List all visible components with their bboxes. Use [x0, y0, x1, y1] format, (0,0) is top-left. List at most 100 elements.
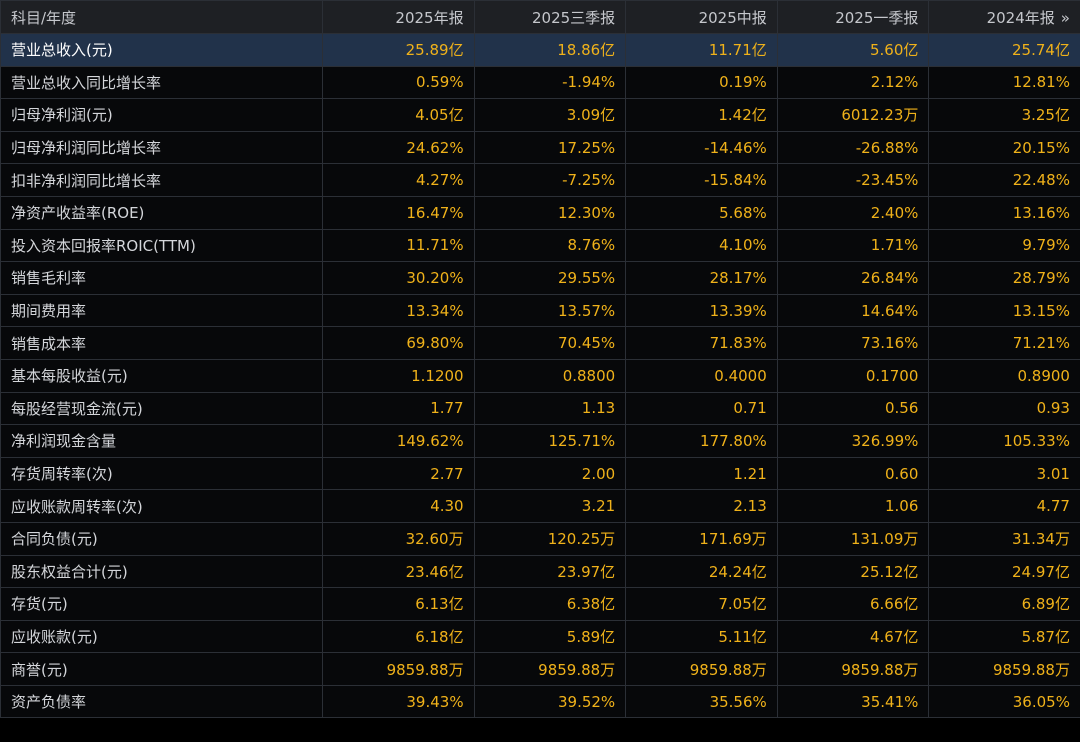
- cell-value: 1.71%: [776, 228, 930, 263]
- header-period[interactable]: 2025三季报: [473, 0, 627, 34]
- table-row[interactable]: 净资产收益率(ROE) 16.47% 12.30% 5.68% 2.40% 13.16%: [0, 195, 1080, 230]
- row-label: 应收账款(元): [0, 619, 323, 654]
- cell-value: 177.80%: [625, 424, 778, 458]
- cell-value: 71.83%: [625, 326, 778, 360]
- cell-value: 16.47%: [322, 195, 475, 230]
- cell-value: 4.05亿: [322, 98, 475, 132]
- cell-value: 6012.23万: [776, 98, 930, 132]
- table-row[interactable]: 营业总收入(元) 25.89亿 18.86亿 11.71亿 5.60亿 25.74亿: [0, 33, 1080, 67]
- cell-value: 2.12%: [776, 65, 930, 100]
- cell-value: 11.71亿: [625, 33, 778, 67]
- cell-value: 36.05%: [928, 684, 1080, 719]
- table-row[interactable]: 股东权益合计(元) 23.46亿 23.97亿 24.24亿 25.12亿 24.97亿: [0, 554, 1080, 589]
- cell-value: 22.48%: [928, 163, 1080, 197]
- table-row[interactable]: 归母净利润同比增长率 24.62% 17.25% -14.46% -26.88% 20.1…: [0, 130, 1080, 165]
- cell-value: 35.56%: [625, 684, 778, 719]
- row-label: 扣非净利润同比增长率: [0, 163, 323, 197]
- cell-value: 9859.88万: [473, 652, 627, 686]
- cell-value: 17.25%: [473, 130, 627, 165]
- cell-value: 12.30%: [473, 195, 627, 230]
- table-row[interactable]: 基本每股收益(元) 1.1200 0.8800 0.4000 0.1700 0.8900: [0, 358, 1080, 393]
- cell-value: 35.41%: [776, 684, 930, 719]
- cell-value: 39.52%: [473, 684, 627, 719]
- cell-value: 0.19%: [625, 65, 778, 100]
- cell-value: 2.40%: [776, 195, 930, 230]
- cell-value: 20.15%: [928, 130, 1080, 165]
- row-label: 营业总收入同比增长率: [0, 65, 323, 100]
- cell-value: 69.80%: [322, 326, 475, 360]
- header-period[interactable]: 2025年报: [322, 0, 475, 34]
- cell-value: 0.8800: [473, 358, 627, 393]
- table-row[interactable]: 销售成本率 69.80% 70.45% 71.83% 73.16% 71.21%: [0, 326, 1080, 360]
- row-label: 销售成本率: [0, 326, 323, 360]
- row-label: 期间费用率: [0, 293, 323, 328]
- cell-value: 6.18亿: [322, 619, 475, 654]
- cell-value: 131.09万: [776, 521, 930, 556]
- cell-value: 0.93: [928, 391, 1080, 426]
- cell-value: 1.42亿: [625, 98, 778, 132]
- table-row[interactable]: 每股经营现金流(元) 1.77 1.13 0.71 0.56 0.93: [0, 391, 1080, 426]
- cell-value: -23.45%: [776, 163, 930, 197]
- table-row[interactable]: 期间费用率 13.34% 13.57% 13.39% 14.64% 13.15%: [0, 293, 1080, 328]
- cell-value: 326.99%: [776, 424, 930, 458]
- table-row[interactable]: 销售毛利率 30.20% 29.55% 28.17% 26.84% 28.79%: [0, 261, 1080, 295]
- cell-value: 23.97亿: [473, 554, 627, 589]
- cell-value: 9859.88万: [625, 652, 778, 686]
- table-row[interactable]: 存货(元) 6.13亿 6.38亿 7.05亿 6.66亿 6.89亿: [0, 587, 1080, 621]
- cell-value: 5.87亿: [928, 619, 1080, 654]
- table-row[interactable]: 资产负债率 39.43% 39.52% 35.56% 35.41% 36.05%: [0, 684, 1080, 719]
- table-row[interactable]: 应收账款(元) 6.18亿 5.89亿 5.11亿 4.67亿 5.87亿: [0, 619, 1080, 654]
- cell-value: 1.06: [776, 489, 930, 523]
- cell-value: 6.89亿: [928, 587, 1080, 621]
- cell-value: 23.46亿: [322, 554, 475, 589]
- cell-value: 28.17%: [625, 261, 778, 295]
- cell-value: 105.33%: [928, 424, 1080, 458]
- row-label: 基本每股收益(元): [0, 358, 323, 393]
- cell-value: 0.60: [776, 456, 930, 491]
- header-period-label: 2024年报: [986, 8, 1055, 27]
- header-period[interactable]: 2025中报: [625, 0, 778, 34]
- table-row[interactable]: 投入资本回报率ROIC(TTM) 11.71% 8.76% 4.10% 1.71% 9.7…: [0, 228, 1080, 263]
- cell-value: 171.69万: [625, 521, 778, 556]
- cell-value: 8.76%: [473, 228, 627, 263]
- table-row[interactable]: 应收账款周转率(次) 4.30 3.21 2.13 1.06 4.77: [0, 489, 1080, 523]
- cell-value: 5.89亿: [473, 619, 627, 654]
- cell-value: 125.71%: [473, 424, 627, 458]
- cell-value: 13.39%: [625, 293, 778, 328]
- table-row[interactable]: 扣非净利润同比增长率 4.27% -7.25% -15.84% -23.45% 22.48…: [0, 163, 1080, 197]
- table-row[interactable]: 存货周转率(次) 2.77 2.00 1.21 0.60 3.01: [0, 456, 1080, 491]
- cell-value: 3.01: [928, 456, 1080, 491]
- cell-value: -14.46%: [625, 130, 778, 165]
- cell-value: 149.62%: [322, 424, 475, 458]
- cell-value: 24.97亿: [928, 554, 1080, 589]
- row-label: 营业总收入(元): [0, 33, 323, 67]
- cell-value: 0.71: [625, 391, 778, 426]
- cell-value: 1.77: [322, 391, 475, 426]
- cell-value: 13.34%: [322, 293, 475, 328]
- row-label: 股东权益合计(元): [0, 554, 323, 589]
- cell-value: 24.24亿: [625, 554, 778, 589]
- cell-value: 29.55%: [473, 261, 627, 295]
- row-label: 每股经营现金流(元): [0, 391, 323, 426]
- header-period-last[interactable]: 2024年报 »: [928, 0, 1080, 34]
- cell-value: -26.88%: [776, 130, 930, 165]
- cell-value: 31.34万: [928, 521, 1080, 556]
- table-row[interactable]: 归母净利润(元) 4.05亿 3.09亿 1.42亿 6012.23万 3.25亿: [0, 98, 1080, 132]
- cell-value: 0.59%: [322, 65, 475, 100]
- cell-value: 39.43%: [322, 684, 475, 719]
- cell-value: 28.79%: [928, 261, 1080, 295]
- header-period[interactable]: 2025一季报: [776, 0, 930, 34]
- table-row[interactable]: 合同负债(元) 32.60万 120.25万 171.69万 131.09万 31.34万: [0, 521, 1080, 556]
- table-row[interactable]: 净利润现金含量 149.62% 125.71% 177.80% 326.99% 105.3…: [0, 424, 1080, 458]
- table-row[interactable]: 商誉(元) 9859.88万 9859.88万 9859.88万 9859.88万 985…: [0, 652, 1080, 686]
- cell-value: 1.13: [473, 391, 627, 426]
- cell-value: 13.57%: [473, 293, 627, 328]
- row-label: 应收账款周转率(次): [0, 489, 323, 523]
- table-row[interactable]: 营业总收入同比增长率 0.59% -1.94% 0.19% 2.12% 12.81%: [0, 65, 1080, 100]
- cell-value: 9859.88万: [928, 652, 1080, 686]
- cell-value: 6.66亿: [776, 587, 930, 621]
- cell-value: 2.77: [322, 456, 475, 491]
- more-columns-icon[interactable]: »: [1060, 8, 1070, 27]
- cell-value: 2.13: [625, 489, 778, 523]
- cell-value: 26.84%: [776, 261, 930, 295]
